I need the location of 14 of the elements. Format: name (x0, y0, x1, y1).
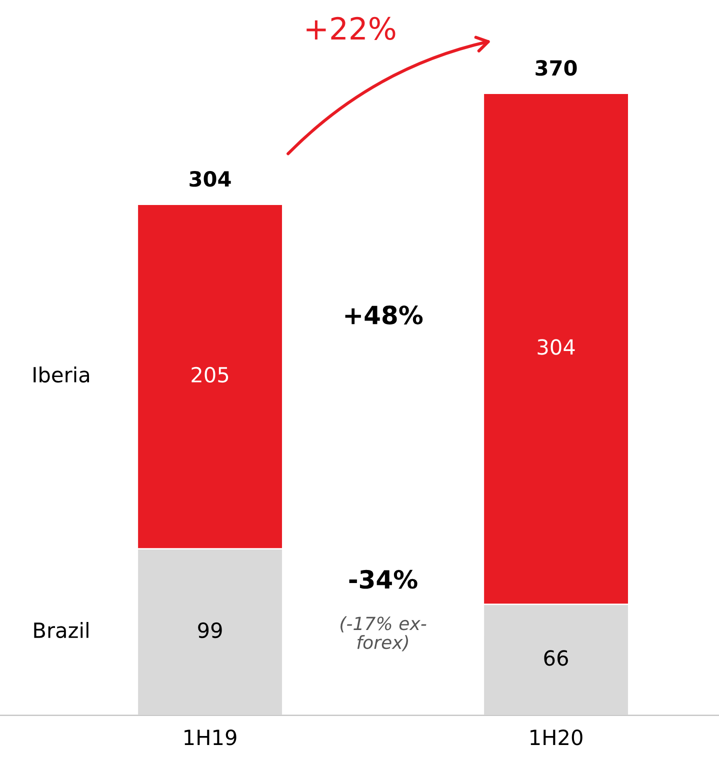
annotation: -34% (349, 570, 418, 589)
data-label: 304 (538, 339, 575, 355)
data-label: 205 (192, 366, 228, 383)
annotation: (-17% ex-forex) (340, 616, 426, 652)
text: Brazil (34, 622, 88, 638)
annotation: +48% (345, 306, 423, 324)
x-tick-label: 1H19 (184, 730, 236, 746)
x-tick-label: 1H20 (530, 730, 582, 746)
text: Iberia (34, 366, 90, 383)
total-label: 370 (536, 60, 577, 76)
data-label: 99 (198, 622, 222, 638)
total-label: 304 (190, 171, 231, 187)
text: +22% (306, 16, 396, 40)
data-label: 66 (544, 650, 568, 666)
